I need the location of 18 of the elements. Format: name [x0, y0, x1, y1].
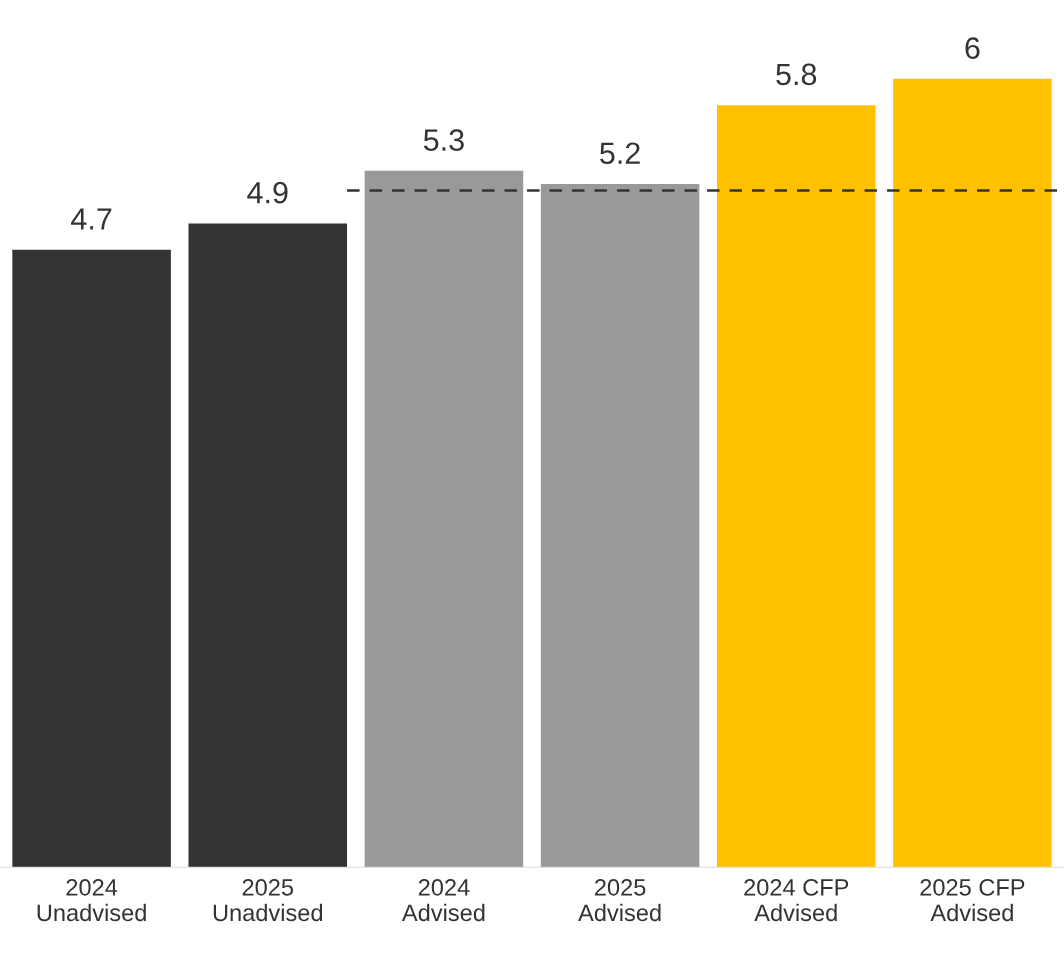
x-tick-label: 2024 CFP Advised — [744, 879, 849, 922]
bar — [364, 170, 524, 868]
x-tick-label: 2025 CFP Advised — [920, 879, 1025, 922]
bar — [188, 223, 348, 868]
data-label: 4.7 — [71, 208, 112, 230]
data-label: 4.9 — [247, 181, 288, 204]
data-label: 6 — [965, 37, 980, 59]
data-label: 5.8 — [776, 63, 817, 86]
x-tick-label: 2025 Advised — [578, 879, 661, 922]
x-tick-label: 2024 Unadvised — [37, 879, 146, 922]
bar — [716, 105, 876, 868]
bar — [12, 249, 171, 868]
bar — [540, 183, 700, 868]
x-tick-label: 2024 Advised — [401, 879, 485, 922]
data-label: 5.3 — [423, 129, 464, 151]
data-label: 5.2 — [600, 142, 640, 165]
x-tick-label: 2025 Unadvised — [213, 879, 323, 922]
bar — [893, 78, 1052, 868]
